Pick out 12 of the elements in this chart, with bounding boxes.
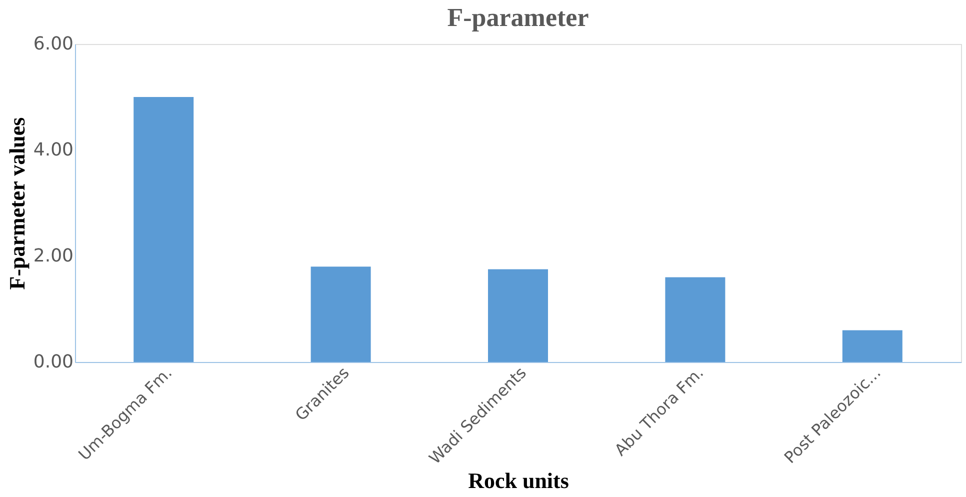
bar [665, 277, 726, 362]
bar [310, 266, 371, 362]
y-tick-label: 4.00 [33, 140, 74, 160]
bar [134, 97, 194, 362]
bar [842, 330, 902, 362]
y-axis-title: F-parmeter values [4, 116, 30, 290]
y-tick-label: 2.00 [33, 246, 74, 266]
bar [488, 269, 548, 362]
chart-title: F-parameter [447, 3, 589, 32]
y-tick-label: 6.00 [33, 34, 74, 54]
y-tick-label: 0.00 [33, 352, 74, 372]
x-axis-title: Rock units [468, 468, 570, 494]
